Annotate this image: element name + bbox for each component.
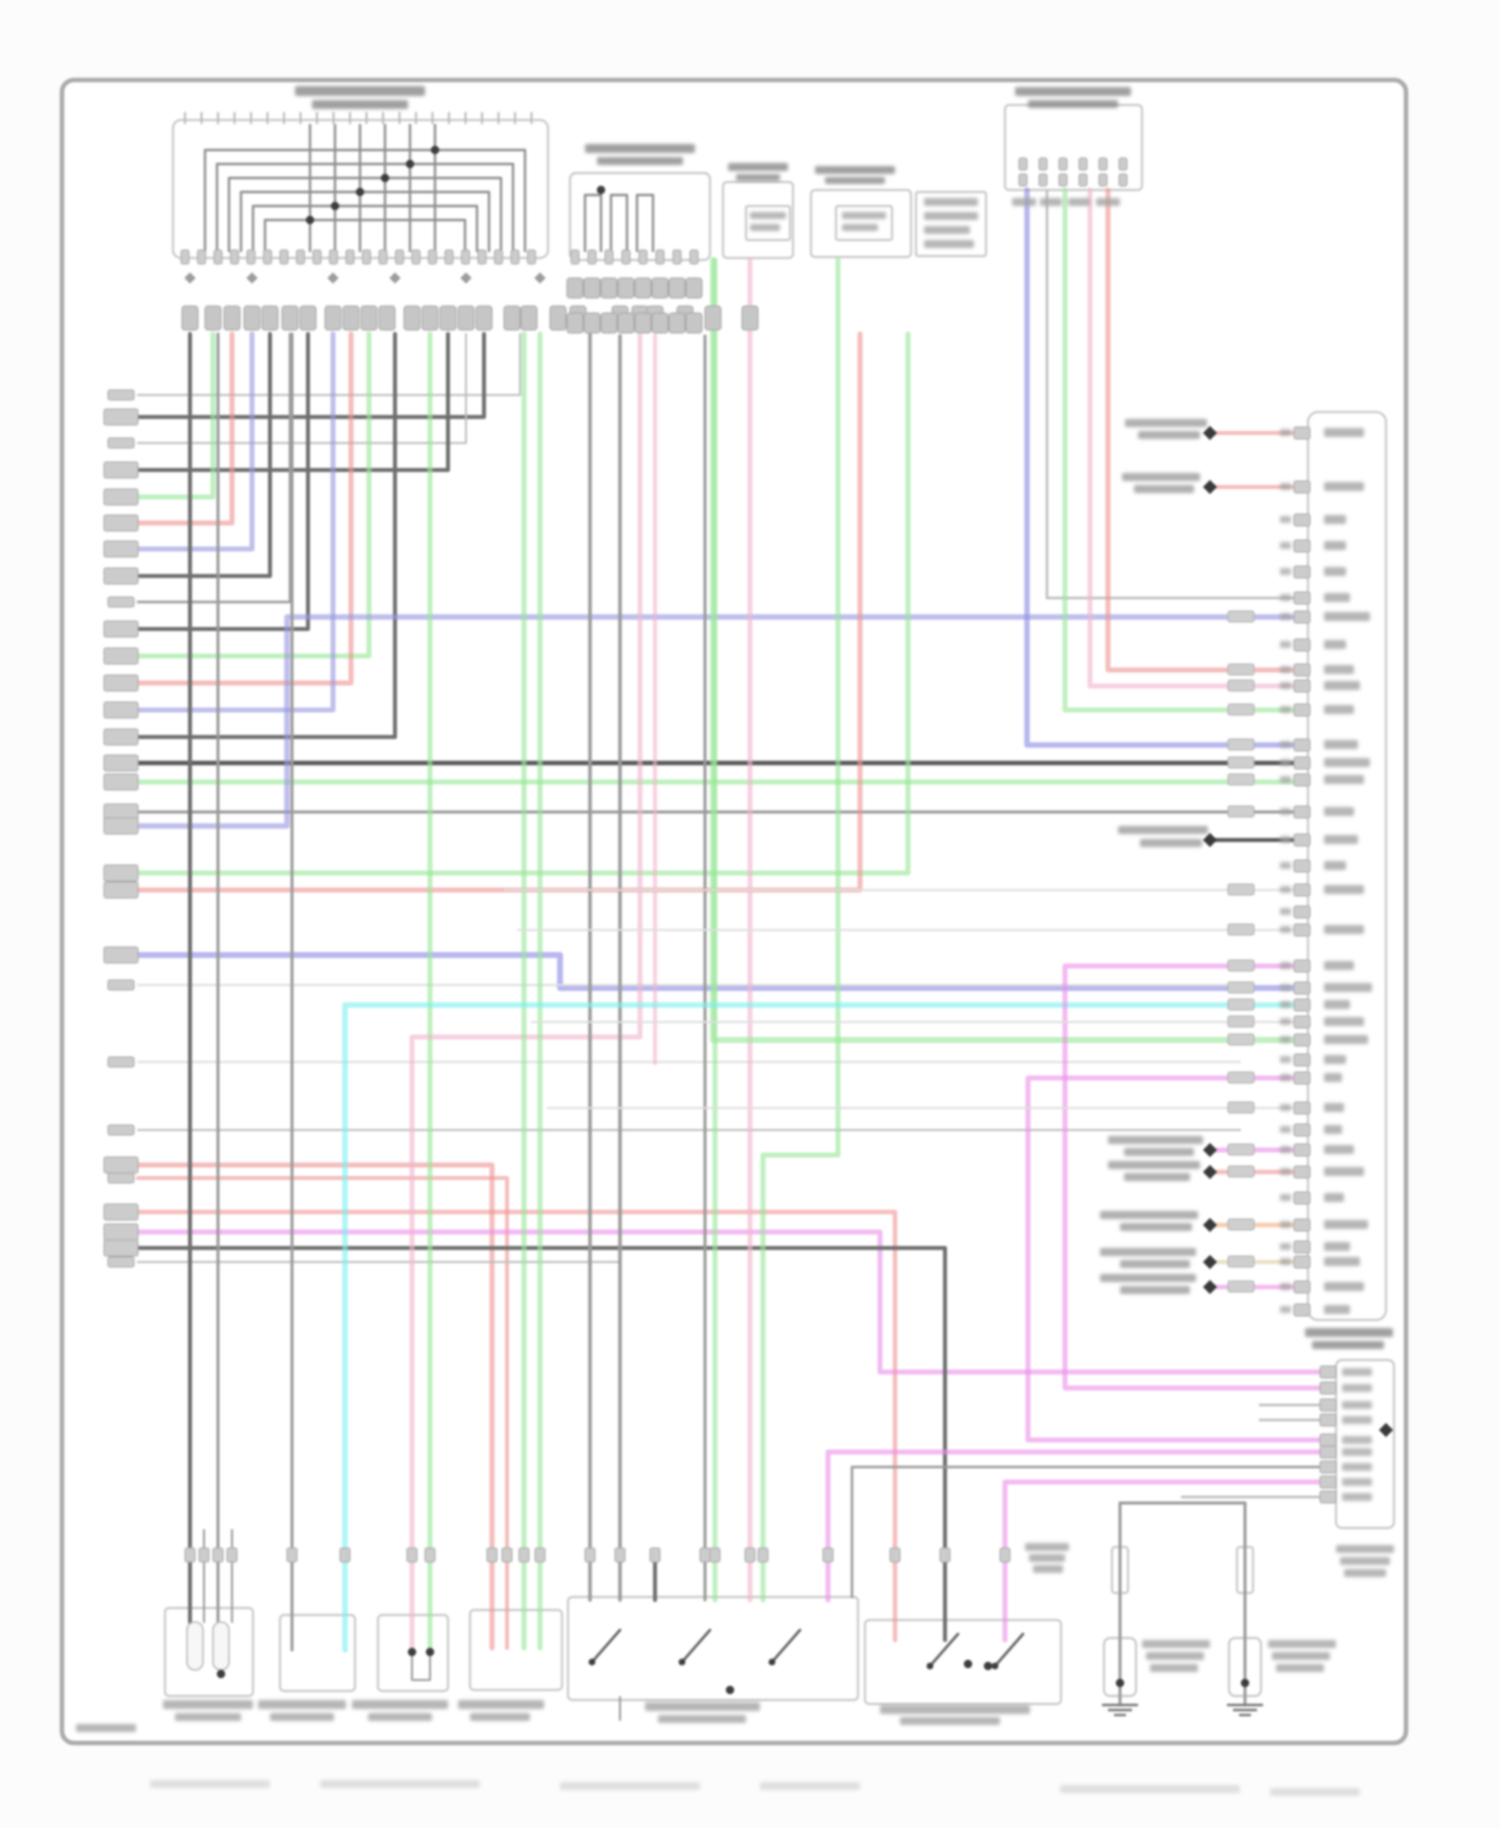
speaker-1-box (163, 1606, 255, 1698)
text-labels (76, 86, 1394, 1796)
speaker-4-box (468, 1608, 564, 1692)
markers (216, 145, 1394, 1717)
switch-box-2 (863, 1618, 1063, 1706)
speaker-2-box (278, 1613, 357, 1693)
fuse-box-b-inner (834, 204, 894, 242)
right-bus-box (1306, 410, 1388, 1322)
outer-frame (59, 77, 1409, 1746)
mid-fuse-box (568, 171, 712, 262)
top-left-loop-wiring (184, 112, 655, 252)
fuse-box-a-inner (744, 204, 792, 242)
switch-box-1 (566, 1595, 860, 1702)
wires (135, 187, 1325, 1721)
right-bus (1227, 428, 1372, 1501)
connector-pins (103, 157, 1337, 1671)
